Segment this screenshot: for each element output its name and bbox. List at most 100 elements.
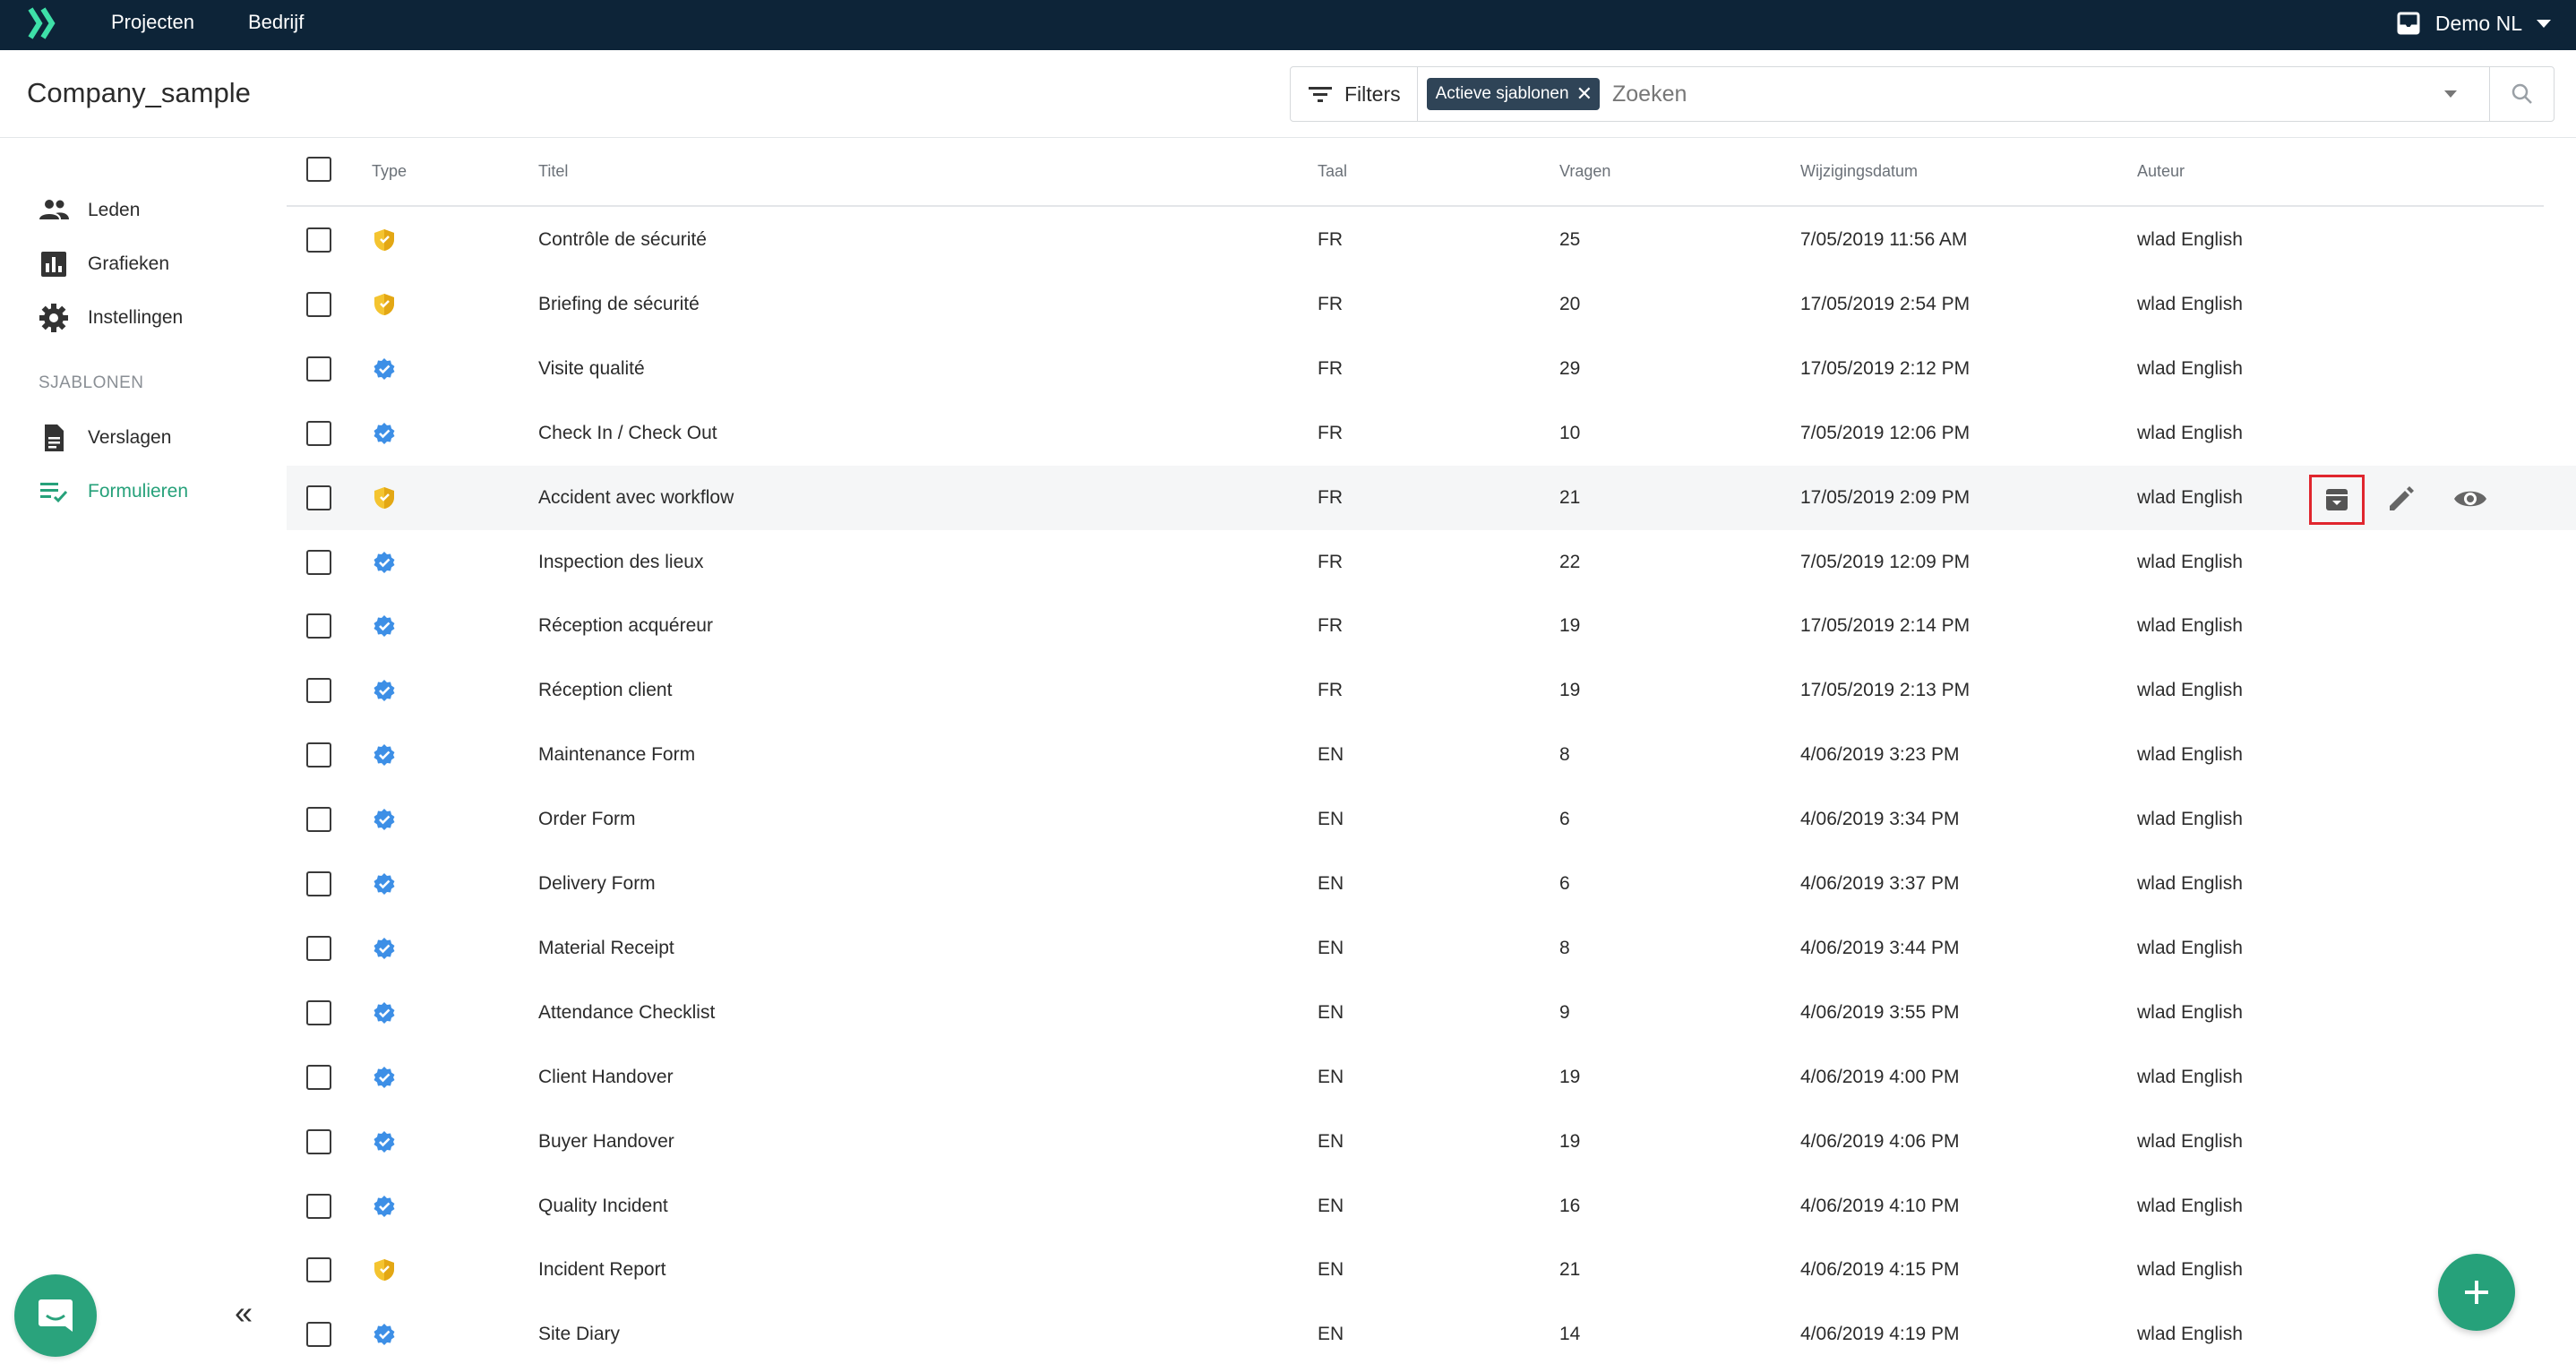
row-questions: 8 bbox=[1559, 937, 1570, 958]
table-row[interactable]: Material Receipt EN 8 4/06/2019 3:44 PM wlad… bbox=[287, 916, 2576, 981]
inbox-icon[interactable] bbox=[2396, 11, 2421, 36]
row-checkbox[interactable] bbox=[306, 871, 331, 896]
sidebar-item-leden[interactable]: Leden bbox=[38, 193, 140, 228]
table-row[interactable]: Order Form EN 6 4/06/2019 3:34 PM wlad Engli… bbox=[287, 787, 2576, 852]
row-checkbox[interactable] bbox=[306, 999, 331, 1025]
search-button[interactable] bbox=[2489, 67, 2554, 121]
row-questions: 6 bbox=[1559, 873, 1570, 894]
row-checkbox[interactable] bbox=[306, 742, 331, 768]
chat-launcher[interactable] bbox=[14, 1274, 97, 1357]
add-template-button[interactable] bbox=[2438, 1254, 2515, 1331]
chevron-down-icon[interactable] bbox=[2444, 90, 2457, 98]
row-checkbox[interactable] bbox=[306, 1257, 331, 1283]
row-author: wlad English bbox=[2137, 744, 2243, 766]
row-checkbox[interactable] bbox=[306, 1193, 331, 1219]
sidebar-item-instellingen[interactable]: Instellingen bbox=[38, 300, 183, 336]
row-checkbox[interactable] bbox=[306, 613, 331, 639]
top-navigation-bar: Projecten Bedrijf Demo NL bbox=[0, 0, 2576, 50]
sidebar-item-grafieken[interactable]: Grafieken bbox=[38, 246, 169, 282]
row-checkbox[interactable] bbox=[306, 227, 331, 253]
column-header-type[interactable]: Type bbox=[372, 162, 408, 180]
row-checkbox[interactable] bbox=[306, 1322, 331, 1348]
row-language: EN bbox=[1318, 1324, 1344, 1345]
row-title[interactable]: Contrôle de sécurité bbox=[538, 229, 707, 250]
sidebar-item-verslagen[interactable]: Verslagen bbox=[38, 420, 171, 456]
chevron-down-icon[interactable] bbox=[2537, 19, 2551, 28]
row-checkbox[interactable] bbox=[306, 484, 331, 510]
column-header-author[interactable]: Auteur bbox=[2137, 162, 2185, 180]
row-modified-date: 17/05/2019 2:13 PM bbox=[1800, 680, 1971, 701]
table-row[interactable]: Visite qualité FR 29 17/05/2019 2:12 PM wlad… bbox=[287, 337, 2576, 401]
row-title[interactable]: Incident Report bbox=[538, 1259, 666, 1281]
row-title[interactable]: Order Form bbox=[538, 809, 636, 830]
edit-button[interactable] bbox=[2383, 481, 2418, 517]
row-checkbox[interactable] bbox=[306, 356, 331, 382]
row-title[interactable]: Delivery Form bbox=[538, 873, 656, 894]
nav-bedrijf[interactable]: Bedrijf bbox=[247, 11, 305, 33]
row-title[interactable]: Visite qualité bbox=[538, 357, 645, 379]
table-row[interactable]: Check In / Check Out FR 10 7/05/2019 12:06 … bbox=[287, 401, 2576, 466]
row-title[interactable]: Attendance Checklist bbox=[538, 1001, 716, 1023]
table-row[interactable]: Site Diary EN 14 4/06/2019 4:19 PM wlad Engl… bbox=[287, 1302, 2576, 1367]
table-row[interactable]: Client Handover EN 19 4/06/2019 4:00 PM wlad… bbox=[287, 1045, 2576, 1110]
table-row[interactable]: Contrôle de sécurité FR 25 7/05/2019 11:56 … bbox=[287, 208, 2576, 272]
table-row[interactable]: Accident avec workflow FR 21 17/05/2019 2:0… bbox=[287, 465, 2576, 530]
table-row[interactable]: Delivery Form EN 6 4/06/2019 3:37 PM wlad En… bbox=[287, 852, 2576, 916]
chevrons-logo-icon[interactable] bbox=[27, 5, 59, 41]
account-menu[interactable]: Demo NL bbox=[2396, 0, 2551, 47]
row-title[interactable]: Maintenance Form bbox=[538, 744, 696, 766]
table-row[interactable]: Inspection des lieux FR 22 7/05/2019 12:09 … bbox=[287, 530, 2576, 595]
column-header-questions[interactable]: Vragen bbox=[1559, 162, 1611, 180]
row-checkbox[interactable] bbox=[306, 935, 331, 961]
nav-projecten[interactable]: Projecten bbox=[111, 11, 194, 33]
column-header-title[interactable]: Titel bbox=[538, 162, 569, 180]
select-all-checkbox[interactable] bbox=[306, 157, 331, 182]
row-modified-date: 17/05/2019 2:54 PM bbox=[1800, 293, 1971, 314]
table-row[interactable]: Briefing de sécurité FR 20 17/05/2019 2:54 … bbox=[287, 272, 2576, 337]
row-checkbox[interactable] bbox=[306, 678, 331, 704]
table-row[interactable]: Maintenance Form EN 8 4/06/2019 3:23 PM wlad… bbox=[287, 723, 2576, 787]
verified-badge-icon bbox=[373, 614, 396, 638]
row-checkbox[interactable] bbox=[306, 549, 331, 575]
row-title[interactable]: Check In / Check Out bbox=[538, 422, 717, 443]
row-title[interactable]: Quality Incident bbox=[538, 1195, 668, 1216]
row-title[interactable]: Buyer Handover bbox=[538, 1130, 674, 1152]
table-row[interactable]: Réception client FR 19 17/05/2019 2:13 PM wl… bbox=[287, 658, 2576, 723]
row-author: wlad English bbox=[2137, 1001, 2243, 1023]
table-row[interactable]: Quality Incident EN 16 4/06/2019 4:10 PM wla… bbox=[287, 1174, 2576, 1239]
sidebar-item-formulieren[interactable]: Formulieren bbox=[38, 474, 188, 510]
table-row[interactable]: Attendance Checklist EN 9 4/06/2019 3:55 PM… bbox=[287, 981, 2576, 1045]
row-title[interactable]: Client Handover bbox=[538, 1066, 674, 1087]
row-checkbox[interactable] bbox=[306, 807, 331, 833]
row-title[interactable]: Réception client bbox=[538, 680, 673, 701]
search-bar: Filters Actieve sjablonen ✕ bbox=[1290, 66, 2555, 122]
search-input[interactable] bbox=[1600, 67, 2444, 121]
row-title[interactable]: Site Diary bbox=[538, 1324, 621, 1345]
checklist-icon bbox=[40, 483, 68, 503]
filters-label: Filters bbox=[1344, 81, 1401, 106]
row-checkbox[interactable] bbox=[306, 1128, 331, 1154]
filters-button[interactable]: Filters bbox=[1291, 67, 1418, 121]
row-questions: 21 bbox=[1559, 1259, 1581, 1281]
account-label[interactable]: Demo NL bbox=[2434, 11, 2522, 35]
row-title[interactable]: Accident avec workflow bbox=[538, 486, 734, 508]
row-checkbox[interactable] bbox=[306, 291, 331, 317]
column-header-language[interactable]: Taal bbox=[1318, 162, 1348, 180]
close-icon[interactable]: ✕ bbox=[1576, 82, 1593, 105]
table-row[interactable]: Buyer Handover EN 19 4/06/2019 4:06 PM wlad … bbox=[287, 1110, 2576, 1174]
verified-badge-icon bbox=[373, 679, 396, 702]
row-title[interactable]: Briefing de sécurité bbox=[538, 293, 700, 314]
verified-badge-icon bbox=[373, 422, 396, 445]
table-row[interactable]: Réception acquéreur FR 19 17/05/2019 2:14 P… bbox=[287, 594, 2576, 658]
row-title[interactable]: Réception acquéreur bbox=[538, 615, 713, 637]
double-chevron-left-icon[interactable]: « bbox=[235, 1294, 253, 1331]
row-language: EN bbox=[1318, 873, 1344, 894]
row-title[interactable]: Material Receipt bbox=[538, 937, 674, 958]
row-checkbox[interactable] bbox=[306, 1064, 331, 1090]
column-header-modified[interactable]: Wijzigingsdatum bbox=[1800, 162, 1919, 180]
row-checkbox[interactable] bbox=[306, 420, 331, 446]
archive-button[interactable] bbox=[2309, 474, 2365, 525]
view-button[interactable] bbox=[2451, 481, 2490, 517]
row-title[interactable]: Inspection des lieux bbox=[538, 551, 704, 572]
table-row[interactable]: Incident Report EN 21 4/06/2019 4:15 PM wlad… bbox=[287, 1238, 2576, 1302]
